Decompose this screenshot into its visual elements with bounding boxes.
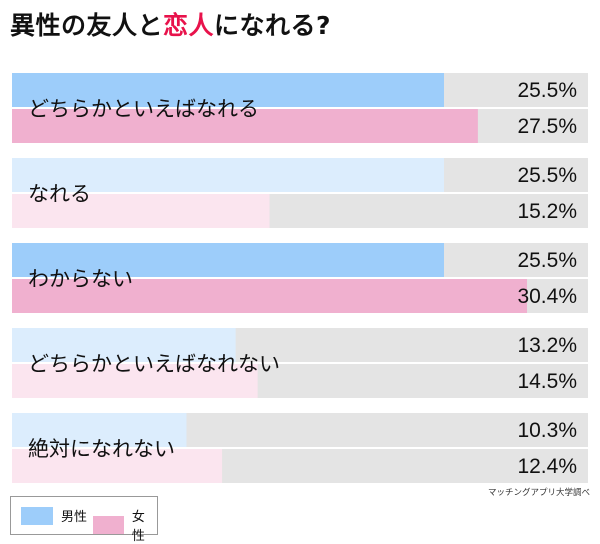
category-label-4: どちらかといえばなれない	[28, 352, 280, 376]
category-label-1: どちらかといえばなれる	[28, 97, 259, 121]
legend-swatch-male	[21, 506, 53, 525]
title-accent: 恋人	[163, 11, 215, 40]
value-label-female-3: 30.4%	[517, 285, 577, 308]
legend-label-male: 男性	[61, 510, 88, 525]
legend-swatch-female	[93, 516, 124, 534]
bar-female-2	[12, 194, 270, 228]
value-label-male-2: 25.5%	[517, 164, 577, 187]
category-label-3: わからない	[28, 267, 133, 291]
bar-male-5	[12, 413, 187, 447]
value-label-female-5: 12.4%	[517, 455, 577, 478]
bar-female-5	[12, 449, 223, 483]
source-note: マッチングアプリ大学調べ	[487, 488, 590, 498]
bar-male-1	[12, 73, 444, 107]
category-label-5: 絶対になれない	[28, 437, 175, 461]
value-label-female-4: 14.5%	[517, 370, 577, 393]
bar-male-4	[12, 328, 236, 362]
value-label-male-1: 25.5%	[517, 79, 577, 102]
title-part1: 異性の友人と	[10, 11, 164, 40]
legend-item-female: 女性	[93, 506, 157, 544]
value-label-male-4: 13.2%	[517, 334, 577, 357]
bar-male-3	[12, 243, 444, 277]
bar-female-1	[12, 109, 478, 143]
bar-female-3	[12, 279, 528, 313]
legend-label-female: 女性	[131, 510, 145, 544]
legend: 男性 女性	[10, 496, 158, 544]
value-label-female-1: 27.5%	[517, 115, 577, 138]
bar-male-2	[12, 158, 444, 192]
value-label-female-2: 15.2%	[517, 200, 577, 223]
bar-female-4	[12, 364, 258, 398]
chart-title: 異性の友人と恋人になれる?	[10, 6, 331, 42]
legend-item-male: 男性	[21, 506, 87, 525]
title-part2: になれる?	[214, 11, 332, 40]
category-label-2: なれる	[28, 182, 91, 206]
value-label-male-3: 25.5%	[517, 249, 577, 272]
value-label-male-5: 10.3%	[517, 419, 577, 442]
